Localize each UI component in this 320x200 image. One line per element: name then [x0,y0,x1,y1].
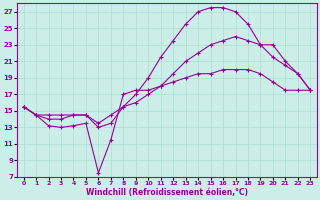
X-axis label: Windchill (Refroidissement éolien,°C): Windchill (Refroidissement éolien,°C) [86,188,248,197]
